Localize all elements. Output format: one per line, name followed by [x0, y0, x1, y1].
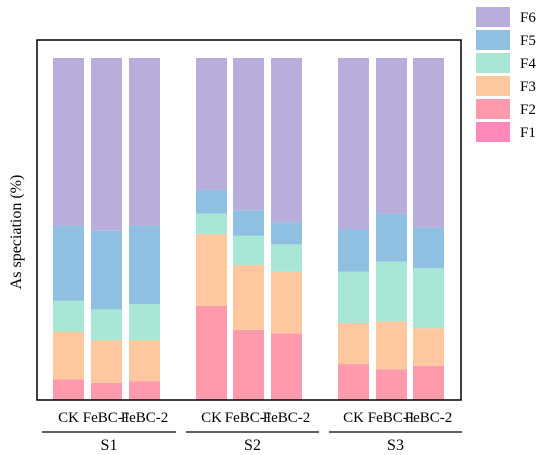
bar-segment-f4-6	[271, 244, 302, 272]
bar-segment-f6-2	[91, 58, 122, 231]
bar-segment-f6-7	[338, 58, 369, 229]
group-labels: S1 S2 S3	[42, 431, 462, 454]
bar-segment-f1-4	[196, 398, 227, 400]
bar-segment-f6-1	[53, 58, 84, 226]
legend-label: F2	[520, 102, 536, 118]
bar-segment-f3-2	[91, 340, 122, 383]
x-tick-label: FeBC-2	[405, 410, 453, 426]
bar-segment-f5-5	[233, 210, 264, 236]
y-axis-label: As speciation (%)	[8, 175, 25, 290]
bar-segment-f2-1	[53, 379, 84, 400]
legend-swatch-f2	[476, 99, 510, 119]
legend-label: F5	[520, 33, 536, 49]
bar-segment-f2-5	[233, 329, 264, 400]
group-label: S3	[387, 437, 404, 454]
bar-segment-f5-3	[129, 225, 160, 305]
bar-segment-f5-8	[376, 213, 407, 262]
bar-segment-f6-6	[271, 58, 302, 223]
x-tick-label: FeBC-1	[83, 410, 131, 426]
bar-segment-f2-6	[271, 333, 302, 400]
legend-label: F3	[520, 79, 536, 95]
legend-label: F4	[520, 56, 536, 72]
bar-segment-f4-4	[196, 213, 227, 235]
bar-segment-f5-6	[271, 222, 302, 245]
bar-segment-f5-4	[196, 189, 227, 214]
bar-segment-f4-8	[376, 261, 407, 322]
bar-segment-f3-5	[233, 264, 264, 330]
bar-segment-f4-1	[53, 300, 84, 332]
bar-segment-f2-4	[196, 305, 227, 399]
bar-segment-f6-8	[376, 58, 407, 214]
x-tick-label: CK	[343, 410, 364, 426]
group-label: S1	[101, 437, 118, 454]
bar-segment-f5-9	[413, 227, 444, 269]
bar-segment-f3-3	[129, 340, 160, 382]
bar-segment-f4-5	[233, 235, 264, 265]
bar-segment-f2-9	[413, 365, 444, 400]
x-tick-label: FeBC-1	[225, 410, 273, 426]
bar-segment-f4-9	[413, 268, 444, 329]
legend-swatch-f1	[476, 122, 510, 142]
legend-swatch-f4	[476, 53, 510, 73]
x-tick-label: FeBC-2	[263, 410, 311, 426]
bar-segment-f4-2	[91, 309, 122, 341]
x-tick-label: FeBC-2	[121, 410, 169, 426]
bar-segment-f2-7	[338, 364, 369, 400]
legend: F6 F5 F4 F3 F2 F1	[476, 7, 536, 142]
x-tick-label: CK	[201, 410, 222, 426]
bar-segment-f6-3	[129, 58, 160, 226]
x-tick-label: FeBC-1	[368, 410, 416, 426]
plot-frame	[36, 39, 462, 401]
bar-segment-f6-9	[413, 58, 444, 228]
legend-swatch-f3	[476, 76, 510, 96]
bar-segment-f6-4	[196, 58, 227, 190]
x-tick-label: CK	[58, 410, 79, 426]
bar-segment-f3-7	[338, 323, 369, 365]
bar-segment-f3-4	[196, 234, 227, 306]
bar-segment-f5-7	[338, 229, 369, 272]
bar-segment-f5-1	[53, 225, 84, 301]
group-label: S2	[244, 437, 261, 454]
bar-segment-f3-6	[271, 271, 302, 334]
bar-segment-f2-2	[91, 382, 122, 400]
bar-segment-f4-7	[338, 271, 369, 324]
bar-segment-f2-8	[376, 369, 407, 400]
bars-layer	[53, 58, 444, 400]
bar-segment-f3-8	[376, 321, 407, 370]
legend-swatch-f6	[476, 7, 510, 27]
bar-segment-f2-3	[129, 381, 160, 400]
bar-segment-f6-5	[233, 58, 264, 211]
bar-segment-f4-3	[129, 304, 160, 341]
legend-label: F1	[520, 125, 536, 141]
legend-label: F6	[520, 10, 536, 26]
legend-swatch-f5	[476, 30, 510, 50]
bar-segment-f3-9	[413, 328, 444, 366]
bar-segment-f5-2	[91, 230, 122, 310]
bar-segment-f3-1	[53, 331, 84, 380]
